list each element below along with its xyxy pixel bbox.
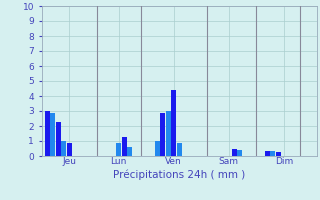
- Bar: [237, 150, 242, 156]
- Bar: [276, 152, 281, 156]
- Bar: [232, 149, 237, 156]
- Bar: [56, 121, 60, 156]
- Bar: [67, 142, 72, 156]
- Bar: [116, 143, 121, 156]
- Bar: [44, 111, 50, 156]
- Bar: [177, 142, 182, 156]
- Bar: [122, 137, 127, 156]
- X-axis label: Précipitations 24h ( mm ): Précipitations 24h ( mm ): [113, 169, 245, 180]
- Bar: [127, 147, 132, 156]
- Bar: [166, 111, 171, 156]
- Bar: [270, 151, 275, 156]
- Bar: [155, 141, 160, 156]
- Bar: [265, 151, 270, 156]
- Bar: [50, 112, 55, 156]
- Bar: [61, 141, 66, 156]
- Bar: [160, 112, 165, 156]
- Bar: [171, 90, 176, 156]
